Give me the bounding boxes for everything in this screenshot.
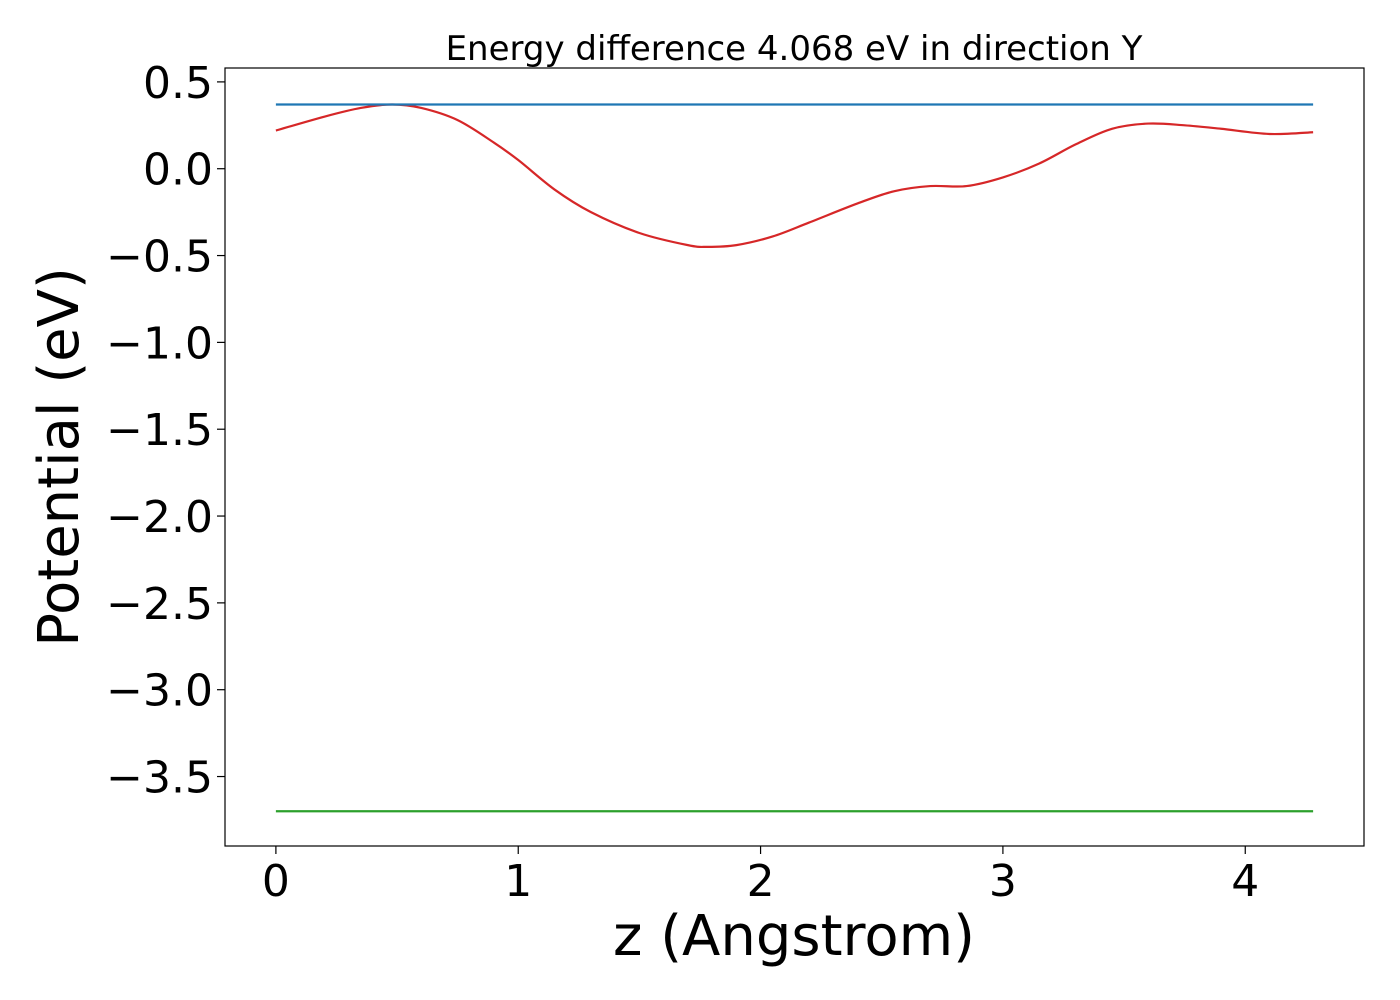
y-tick-label-5: −2.0 — [106, 492, 213, 543]
x-tick-label-1: 1 — [504, 856, 532, 907]
y-tick-label-2: −0.5 — [106, 232, 213, 283]
y-tick-label-7: −3.0 — [106, 666, 213, 717]
series-layer — [275, 103, 1314, 813]
x-tick-label-0: 0 — [262, 856, 290, 907]
plot-frame — [224, 67, 1365, 847]
y-axis-label: Potential (eV) — [27, 267, 92, 647]
y-tick-label-6: −2.5 — [106, 579, 213, 630]
x-tick-label-2: 2 — [747, 856, 775, 907]
chart-title: Energy difference 4.068 eV in direction … — [446, 29, 1143, 69]
y-tick-label-4: −1.5 — [106, 405, 213, 456]
x-tick-label-4: 4 — [1231, 856, 1259, 907]
y-tick-label-3: −1.0 — [106, 318, 213, 369]
y-axis-ticks: 0.5 0.0 −0.5 −1.0 −1.5 −2.0 −2.5 −3.0 −3.5 — [106, 58, 225, 804]
series-line-0 — [275, 103, 1314, 249]
y-tick-label-0: 0.5 — [143, 58, 213, 109]
x-axis-ticks: 0 1 2 3 4 — [262, 846, 1259, 907]
y-tick-label-1: 0.0 — [143, 145, 213, 196]
x-axis-label: z (Angstrom) — [613, 904, 975, 969]
x-tick-label-3: 3 — [989, 856, 1017, 907]
y-tick-label-8: −3.5 — [106, 753, 213, 804]
